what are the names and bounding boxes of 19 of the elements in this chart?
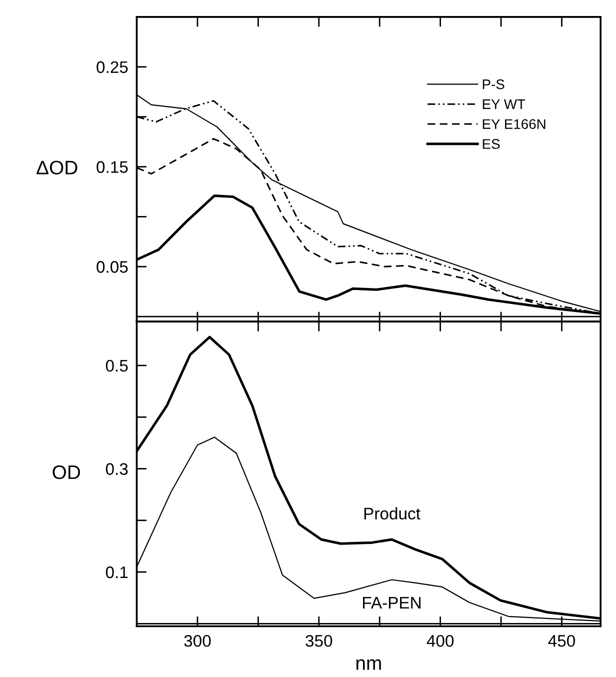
y-tick-label: 0.05 bbox=[96, 261, 128, 273]
y-tick-label: 0.3 bbox=[106, 463, 128, 475]
x-tick-label: 350 bbox=[306, 635, 332, 647]
y-tick-label: 0.15 bbox=[96, 161, 128, 173]
x-tick-label: 400 bbox=[426, 635, 454, 647]
legend-label: ES bbox=[482, 139, 500, 149]
y-tick-label: 0.25 bbox=[96, 61, 128, 74]
y-tick-label: 0.5 bbox=[106, 360, 128, 372]
x-tick-label: 300 bbox=[184, 635, 211, 647]
legend-label: EY E166N bbox=[482, 119, 546, 130]
series-label: Product bbox=[364, 507, 420, 520]
y-axis-title: ΔOD bbox=[36, 160, 78, 174]
series-label: FA-PEN bbox=[363, 597, 420, 608]
x-tick-label: 450 bbox=[548, 635, 575, 647]
y-axis-title: OD bbox=[52, 465, 80, 480]
legend-label: P-S bbox=[482, 79, 504, 90]
y-tick-label: 0.1 bbox=[106, 566, 128, 578]
x-axis-title: nm bbox=[356, 659, 381, 670]
legend-label: EY WT bbox=[482, 99, 526, 109]
